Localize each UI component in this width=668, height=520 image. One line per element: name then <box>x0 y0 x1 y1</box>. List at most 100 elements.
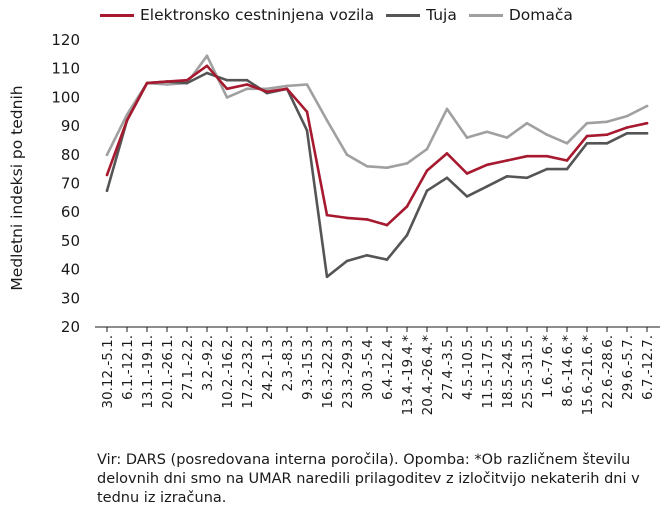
y-axis: 20 30 40 50 60 70 80 90 100 110 120 <box>51 31 80 336</box>
series-layer <box>105 54 649 279</box>
data-point <box>385 166 389 169</box>
data-point <box>225 87 229 91</box>
data-point <box>525 154 529 158</box>
y-tick-label: 110 <box>51 60 80 78</box>
line-chart: 20 30 40 50 60 70 80 90 100 110 120 30.12.-5.1. 6.1… <box>8 31 660 416</box>
x-tick-label: 22.6.-28.6. <box>600 335 616 409</box>
data-point <box>625 132 629 135</box>
data-point <box>185 78 189 82</box>
data-point <box>265 87 269 91</box>
chart-footnote: Vir: DARS (posredovana interna poročila)… <box>97 452 640 506</box>
data-point <box>565 159 569 162</box>
data-point <box>105 153 109 157</box>
x-tick-label: 9.3.-15.3. <box>300 335 316 400</box>
y-tick-label: 50 <box>61 232 80 250</box>
data-point <box>505 136 509 139</box>
x-tick-label: 13.4.-19.4.* <box>400 335 416 416</box>
series-line-0 <box>105 64 649 227</box>
data-point <box>145 81 149 85</box>
data-point <box>305 110 309 114</box>
data-point <box>345 153 349 157</box>
x-tick-label: 4.5.-10.5. <box>460 335 476 400</box>
x-tick-label: 17.2.-23.2. <box>240 335 256 409</box>
data-point <box>285 87 289 91</box>
x-tick-label: 13.1.-19.1. <box>140 335 156 409</box>
y-tick-label: 40 <box>61 261 80 279</box>
legend-item-tuja: Tuja <box>386 6 457 24</box>
data-point <box>645 121 649 125</box>
data-point <box>445 152 449 155</box>
data-point <box>385 258 389 261</box>
data-point <box>305 129 309 132</box>
data-point <box>565 167 569 171</box>
data-point <box>625 114 629 118</box>
y-tick-label: 20 <box>61 318 80 336</box>
data-point <box>485 163 489 167</box>
x-tick-label: 6.7.-12.7. <box>640 335 656 400</box>
data-point <box>105 173 109 177</box>
legend-label-tuja: Tuja <box>426 6 457 24</box>
y-tick-label: 80 <box>61 146 80 164</box>
data-point <box>365 165 369 168</box>
data-point <box>425 147 429 151</box>
data-point <box>605 120 609 124</box>
data-point <box>465 195 469 198</box>
data-point <box>125 113 129 116</box>
data-point <box>325 213 329 217</box>
x-tick-label: 29.6.-5.7. <box>620 335 636 400</box>
chart-legend: Elektronsko cestninjena vozila Tuja Doma… <box>100 4 585 26</box>
data-point <box>485 130 489 134</box>
x-tick-label: 24.2.-1.3. <box>260 335 276 400</box>
data-point <box>345 216 349 220</box>
data-point <box>245 78 249 82</box>
legend-swatch-electronic <box>100 13 134 17</box>
data-point <box>305 83 309 86</box>
y-tick-label: 120 <box>51 31 80 49</box>
data-point <box>605 142 609 145</box>
x-tick-label: 18.5.-24.5. <box>500 335 516 409</box>
data-point <box>585 121 589 125</box>
data-point <box>445 107 449 111</box>
legend-label-domaca: Domača <box>508 6 573 24</box>
legend-item-domaca: Domača <box>468 6 573 24</box>
y-tick-label: 60 <box>61 203 80 221</box>
x-tick-label: 30.12.-5.1. <box>100 335 116 409</box>
data-point <box>645 132 649 135</box>
data-point <box>565 142 569 145</box>
data-point <box>525 176 529 180</box>
data-point <box>645 104 649 108</box>
data-point <box>425 169 429 172</box>
series-line-1 <box>105 71 649 279</box>
x-tick-label: 27.1.-2.2. <box>180 335 196 400</box>
data-point <box>545 133 549 136</box>
data-point <box>405 233 409 237</box>
data-point <box>205 71 209 75</box>
data-point <box>325 119 329 122</box>
data-point <box>505 175 509 178</box>
x-tick-label: 16.3.-22.3. <box>320 335 336 409</box>
x-tick-label: 6.4.-12.4. <box>380 335 396 400</box>
x-tick-label: 11.5.-17.5. <box>480 335 496 409</box>
data-point <box>545 167 549 171</box>
series-line-2 <box>105 54 649 169</box>
data-point <box>625 126 629 129</box>
data-point <box>225 78 229 82</box>
data-point <box>125 119 129 122</box>
data-point <box>585 134 589 138</box>
x-tick-label: 20.1.-26.1. <box>160 335 176 409</box>
data-point <box>325 275 329 279</box>
y-tick-label: 90 <box>61 117 80 135</box>
x-tick-label: 1.6.-7.6.* <box>540 335 556 398</box>
data-point <box>245 87 249 91</box>
x-tick-label: 30.3.-5.4. <box>360 335 376 400</box>
x-tick-label: 20.4.-26.4.* <box>420 335 436 416</box>
data-point <box>405 205 409 208</box>
data-point <box>205 64 209 68</box>
data-point <box>445 176 449 180</box>
x-tick-label: 3.2.-9.2. <box>200 335 216 391</box>
data-point <box>165 83 169 86</box>
data-point <box>585 142 589 145</box>
data-point <box>465 136 469 139</box>
data-point <box>405 162 409 165</box>
data-point <box>185 81 189 85</box>
